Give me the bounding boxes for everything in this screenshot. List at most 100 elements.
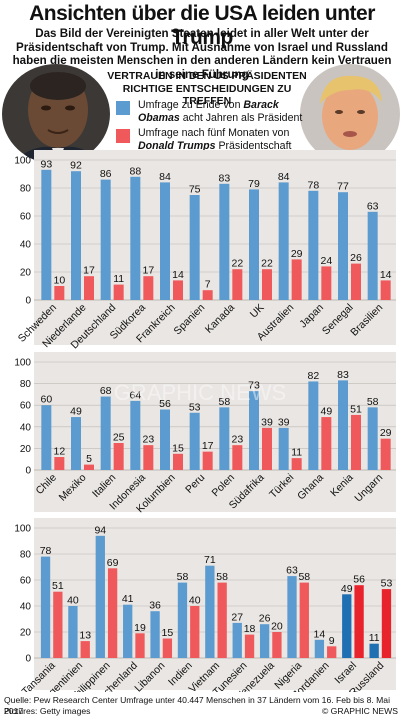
data-label-obama: 78: [40, 545, 52, 557]
data-label-obama: 60: [40, 394, 52, 406]
bar-trump: [80, 641, 90, 658]
bar-obama: [41, 169, 52, 300]
chart-subtitle: Das Bild der Vereinigten Staaten leidet …: [12, 27, 392, 81]
data-label-trump: 14: [380, 269, 392, 281]
bar-trump: [327, 646, 337, 658]
bar-obama: [232, 622, 242, 658]
bar-trump: [107, 568, 118, 658]
bar-obama: [205, 565, 215, 658]
data-label-obama: 49: [70, 406, 82, 418]
bar-obama: [314, 639, 325, 658]
data-label-trump: 13: [79, 630, 91, 642]
bar-obama: [41, 405, 52, 470]
bar-trump: [262, 269, 272, 300]
bar-obama: [308, 381, 319, 470]
bar-obama: [338, 380, 348, 470]
copyright-note: © GRAPHIC NEWS: [321, 706, 398, 716]
y-tick-label: 0: [25, 296, 31, 307]
data-label-trump: 19: [134, 622, 146, 634]
panel-background: [34, 518, 396, 690]
data-label-obama: 83: [337, 369, 349, 381]
data-label-obama: 93: [40, 158, 52, 170]
bar-obama: [249, 189, 259, 300]
source-note: Quelle: Pew Research Center Umfrage unte…: [4, 695, 390, 716]
bar-obama: [342, 594, 352, 658]
watermark: GRAPHIC NEWS: [114, 380, 286, 405]
data-label-trump: 14: [172, 269, 184, 281]
data-label-trump: 18: [244, 623, 256, 635]
data-label-obama: 26: [259, 613, 271, 625]
y-tick-label: 60: [20, 401, 32, 412]
bar-trump: [53, 591, 63, 658]
bar-trump: [162, 638, 173, 658]
data-label-trump: 17: [83, 265, 95, 277]
bar-obama: [249, 391, 259, 470]
legend-text-obama: Umfrage zu Ende von Barack Obamas acht J…: [138, 99, 303, 124]
data-label-trump: 15: [162, 627, 174, 639]
data-label-obama: 14: [314, 628, 326, 640]
bar-trump: [272, 632, 282, 658]
data-label-trump: 15: [172, 442, 184, 454]
data-label-trump: 9: [329, 635, 335, 647]
bar-trump: [54, 457, 65, 470]
data-label-trump: 29: [291, 248, 303, 260]
data-label-obama: 84: [159, 171, 171, 183]
bar-trump: [143, 276, 154, 300]
bar-obama: [40, 556, 51, 658]
data-label-trump: 20: [271, 621, 283, 633]
y-tick-label: 80: [20, 379, 32, 390]
y-tick-label: 40: [20, 602, 32, 613]
data-label-obama: 86: [100, 168, 112, 180]
data-label-obama: 40: [67, 595, 79, 607]
data-label-obama: 92: [70, 160, 82, 172]
data-label-obama: 79: [248, 178, 260, 190]
trump-portrait: [300, 64, 400, 164]
data-label-obama: 39: [278, 416, 290, 428]
data-label-trump: 58: [298, 571, 310, 583]
data-label-obama: 58: [177, 571, 189, 583]
y-tick-label: 60: [20, 212, 32, 223]
data-label-trump: 17: [142, 265, 154, 277]
data-label-obama: 58: [367, 396, 379, 408]
data-label-obama: 63: [367, 200, 379, 212]
bar-trump: [54, 286, 65, 300]
bar-trump: [380, 438, 391, 470]
data-label-obama: 27: [231, 611, 243, 623]
data-label-trump: 56: [353, 574, 365, 586]
bar-trump: [232, 269, 243, 300]
y-tick-label: 60: [20, 576, 32, 587]
data-label-obama: 41: [122, 593, 134, 605]
data-label-obama: 68: [100, 385, 112, 397]
data-label-obama: 56: [159, 398, 171, 410]
bar-obama: [130, 176, 141, 300]
bar-obama: [367, 407, 378, 470]
bar-obama: [278, 182, 289, 300]
picture-credit: Pictures: Getty images: [4, 706, 91, 716]
bar-obama: [369, 643, 379, 658]
data-label-trump: 26: [350, 252, 362, 264]
bar-obama: [189, 412, 200, 470]
y-tick-label: 100: [14, 156, 31, 167]
data-label-trump: 11: [291, 447, 302, 459]
bar-trump: [354, 585, 364, 658]
bar-obama: [95, 535, 105, 658]
data-label-obama: 63: [286, 565, 298, 577]
data-label-obama: 71: [204, 554, 216, 566]
bar-trump: [380, 280, 391, 300]
bar-obama: [123, 604, 133, 658]
y-tick-label: 20: [20, 628, 32, 639]
data-label-trump: 58: [216, 571, 228, 583]
y-tick-label: 80: [20, 184, 32, 195]
data-label-obama: 78: [307, 179, 319, 191]
bar-trump: [202, 290, 213, 300]
data-label-obama: 58: [218, 396, 230, 408]
bar-obama: [219, 183, 230, 300]
legend-swatch-trump: [116, 129, 130, 143]
data-label-trump: 29: [380, 427, 392, 439]
bar-trump: [351, 414, 361, 470]
bar-obama: [130, 400, 141, 470]
panel-background: [34, 150, 396, 345]
data-label-trump: 24: [320, 255, 332, 267]
y-tick-label: 100: [14, 358, 31, 369]
data-label-obama: 75: [189, 184, 201, 196]
